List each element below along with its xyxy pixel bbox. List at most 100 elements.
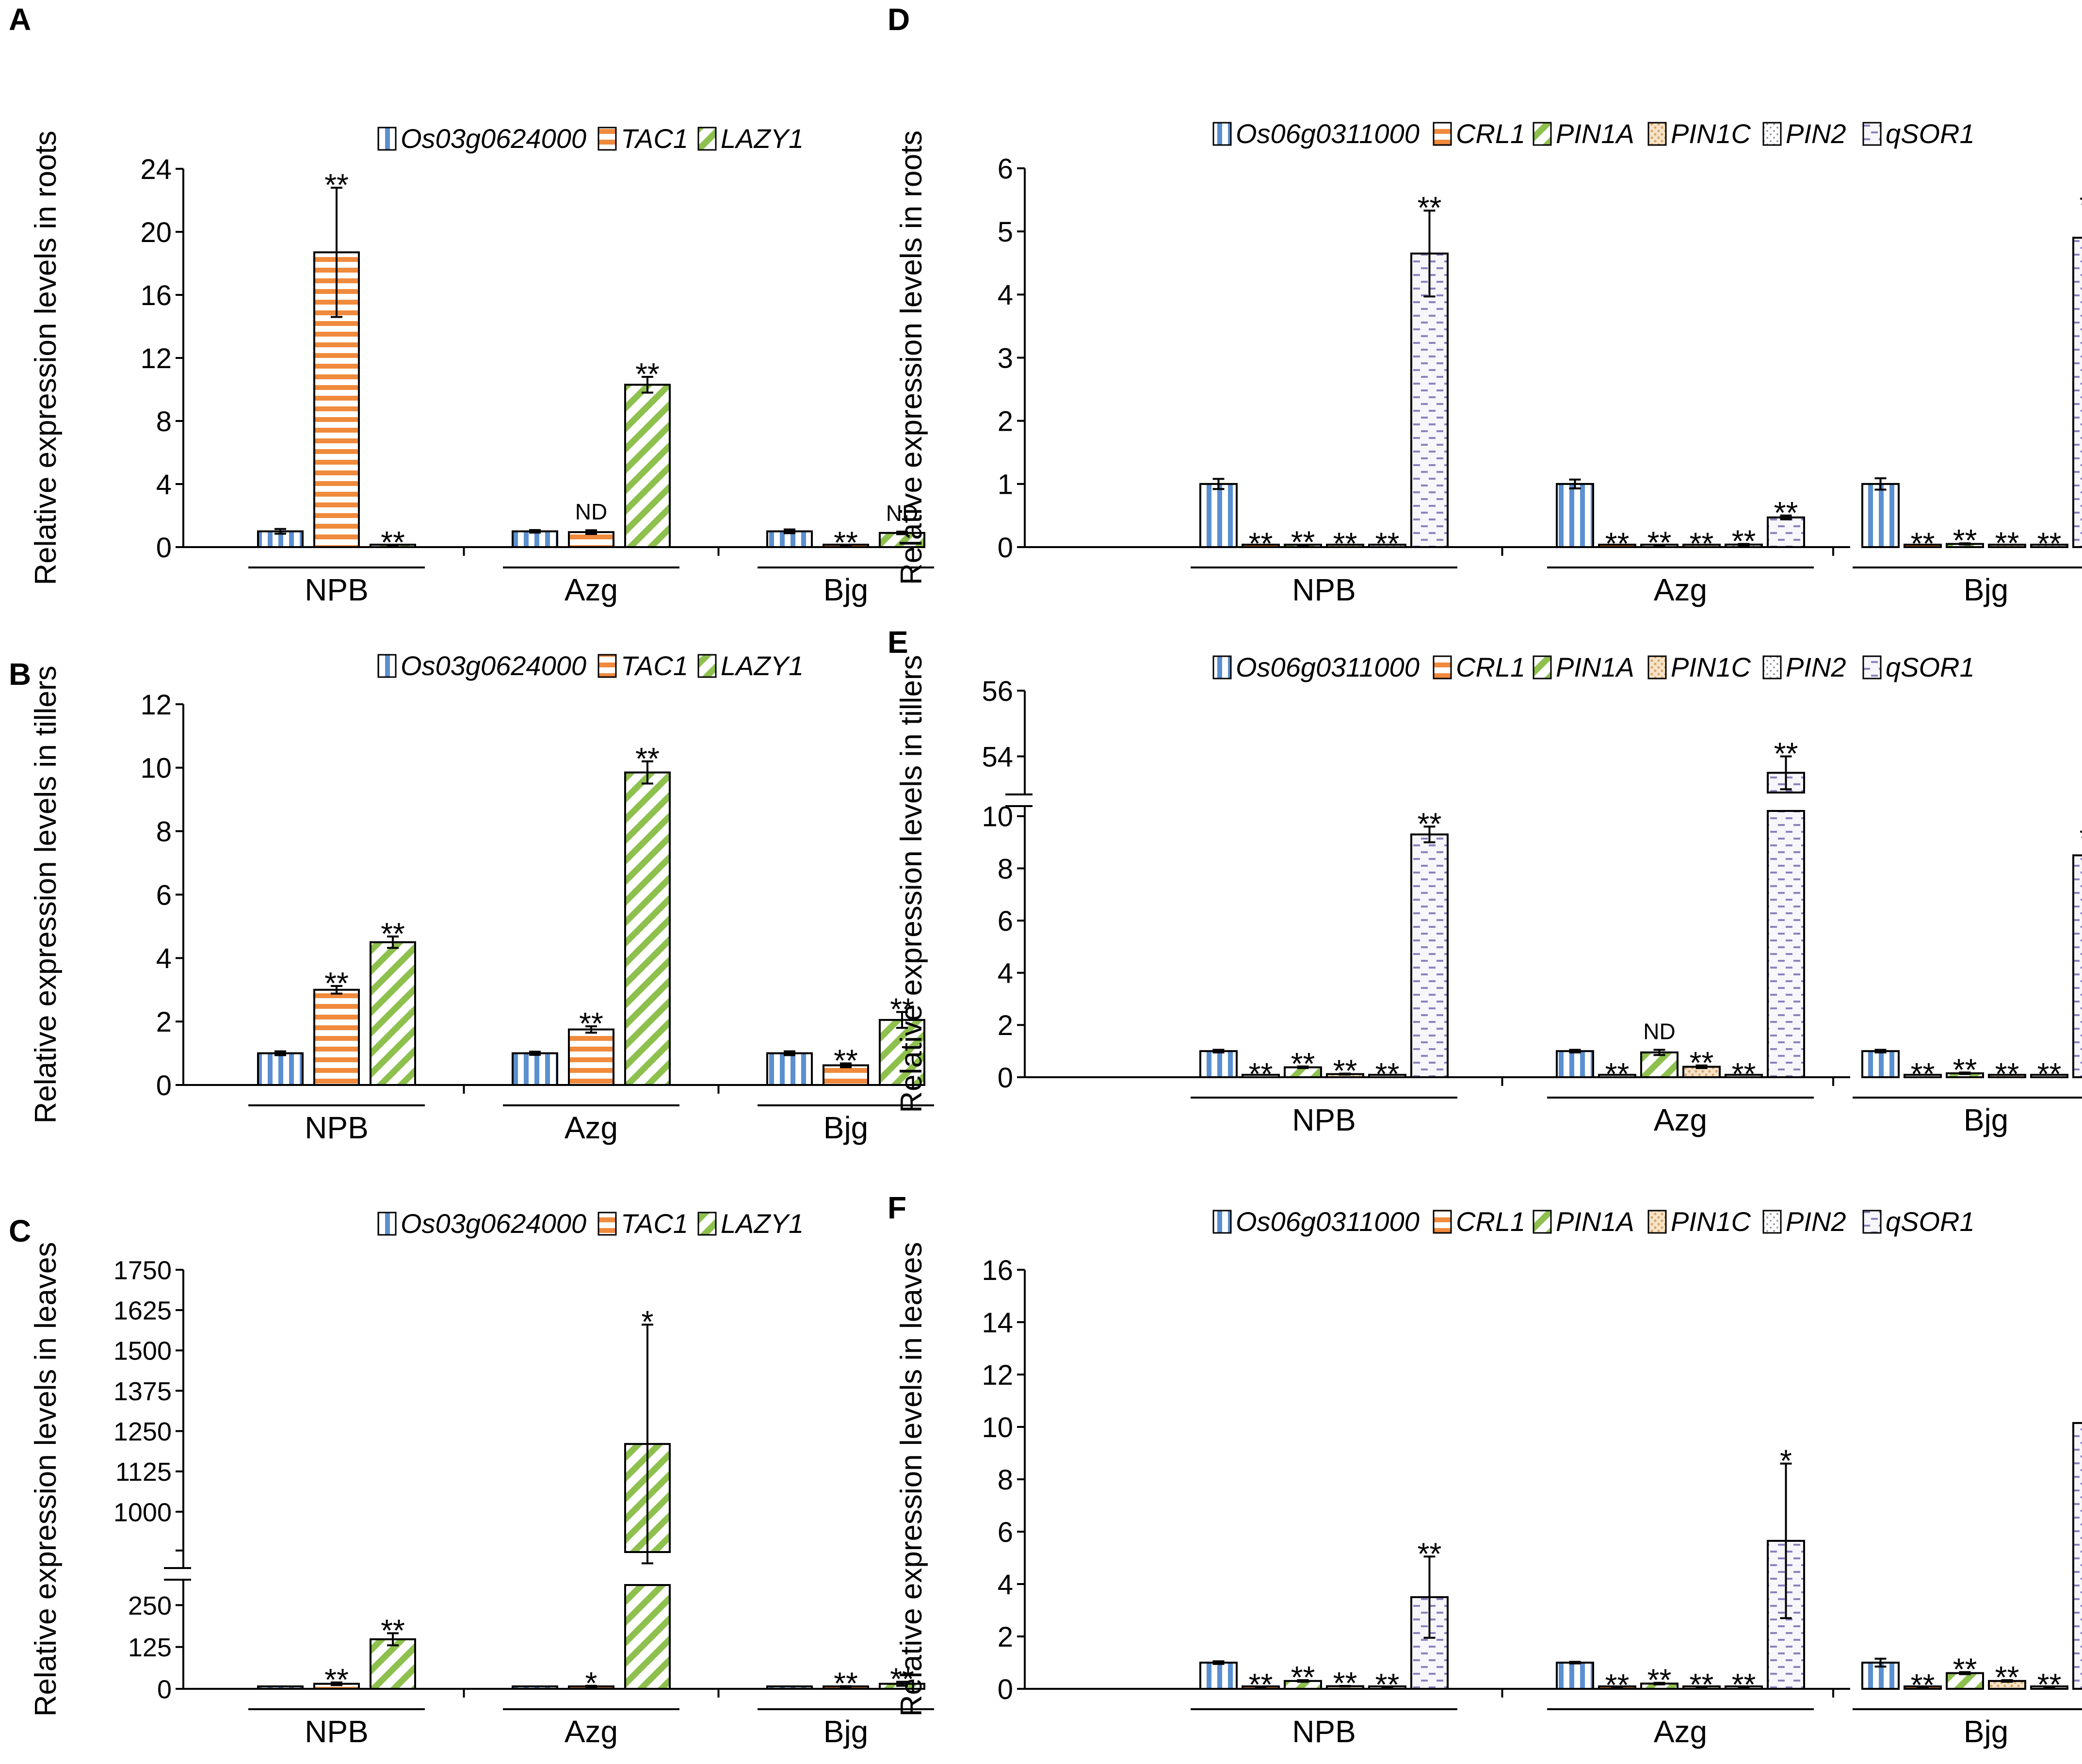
panel-label: D	[888, 2, 910, 37]
significance-label: **	[324, 1662, 349, 1697]
legend-label: LAZY1	[721, 123, 804, 154]
bar	[1861, 1050, 1900, 1079]
y-tick-label: 1125	[115, 1457, 172, 1487]
bar	[1767, 810, 1805, 1078]
bar	[2072, 1422, 2082, 1690]
y-tick-label: 16	[140, 280, 172, 311]
y-tick-label: 0	[157, 1675, 172, 1704]
significance-label: **	[1418, 1536, 1442, 1571]
group-label: NPB	[305, 572, 369, 607]
significance-label: **	[834, 525, 858, 560]
group-label: Azg	[565, 1714, 618, 1749]
panel-label: A	[9, 2, 31, 37]
legend-label: Os06g0311000	[1236, 1206, 1420, 1237]
significance-label: **	[635, 356, 660, 391]
legend-swatch	[1533, 122, 1552, 146]
y-tick-label: 4	[998, 1569, 1013, 1601]
legend-label: TAC1	[621, 123, 688, 154]
group-label: Azg	[1654, 1102, 1707, 1137]
y-tick-label: 2	[998, 1010, 1013, 1041]
bar	[1242, 1074, 1280, 1078]
significance-label: **	[1333, 1053, 1357, 1088]
legend-swatch	[1762, 122, 1782, 146]
significance-label: **	[381, 525, 405, 560]
significance-label: **	[324, 167, 349, 202]
significance-label: **	[2037, 1667, 2062, 1702]
bar	[1861, 483, 1900, 548]
legend-label: PIN1A	[1556, 1206, 1634, 1237]
panel-label: E	[888, 625, 908, 660]
significance-label: ND	[575, 499, 607, 524]
y-tick-label: 5	[998, 216, 1013, 248]
significance-label: **	[1953, 1052, 1977, 1087]
group-label: NPB	[305, 1110, 369, 1145]
legend-swatch	[1647, 122, 1667, 146]
y-tick-label: 10	[140, 753, 172, 784]
significance-label: **	[1418, 806, 1442, 841]
bar	[1682, 544, 1721, 548]
bar	[1242, 544, 1280, 548]
group-label: Bjg	[823, 1714, 869, 1749]
significance-label: **	[1732, 1667, 1756, 1702]
legend-swatch	[377, 127, 397, 151]
legend-swatch	[1533, 655, 1552, 680]
group-label: Bjg	[823, 1110, 869, 1145]
y-tick-label: 6	[998, 1517, 1013, 1548]
panel-d: D Relative expression levels in roots 0 1 2 3…	[888, 2, 2082, 607]
legend-swatch	[597, 127, 617, 151]
legend-swatch	[697, 654, 717, 678]
legend-label: LAZY1	[721, 1208, 804, 1239]
significance-label: *	[642, 1304, 654, 1339]
bar	[257, 1685, 304, 1690]
y-tick-label: 1625	[113, 1296, 172, 1326]
significance-label: **	[1732, 523, 1756, 558]
group-label: Bjg	[1964, 572, 2009, 607]
bar	[1904, 544, 1942, 548]
significance-label: **	[381, 916, 405, 951]
y-tick-label: 1750	[113, 1256, 172, 1285]
significance-label: **	[1647, 525, 1672, 560]
bar	[624, 771, 671, 1086]
legend-swatch	[1212, 655, 1232, 680]
bar	[766, 1052, 813, 1086]
y-tick-label: 1500	[113, 1337, 172, 1366]
y-tick-label: 4	[998, 958, 1013, 989]
significance-label: *	[1780, 1443, 1792, 1478]
y-tick-label: 2	[998, 1621, 1013, 1653]
y-tick-label: 8	[156, 816, 172, 848]
significance-label: **	[1605, 1056, 1630, 1091]
y-tick-label: 8	[998, 853, 1013, 885]
y-tick-label: 24	[140, 154, 172, 185]
group-label: Azg	[1654, 572, 1707, 607]
bar	[512, 530, 558, 548]
bar	[512, 1052, 558, 1086]
legend-label: PIN2	[1786, 118, 1846, 149]
legend-swatch	[1533, 1210, 1552, 1234]
legend-swatch	[697, 127, 717, 151]
significance-label: **	[381, 1613, 405, 1648]
significance-label: **	[2080, 188, 2082, 223]
group-label: NPB	[1292, 1102, 1356, 1137]
significance-label: **	[1690, 1045, 1714, 1080]
legend-label: Os06g0311000	[1236, 652, 1420, 682]
bar	[624, 1584, 671, 1690]
y-tick-label: 12	[982, 1359, 1013, 1391]
bar	[1988, 1074, 2026, 1078]
bar	[568, 1028, 614, 1086]
legend-label: Os03g0624000	[401, 123, 586, 154]
y-axis-label: Relative expression levels in tillers	[895, 655, 928, 1113]
panel-label: C	[9, 1214, 31, 1248]
legend-label: CRL1	[1456, 652, 1525, 682]
significance-label: **	[1953, 1651, 1977, 1686]
bar	[1640, 1051, 1679, 1079]
y-tick-label: 250	[128, 1591, 172, 1620]
bar	[1556, 483, 1594, 548]
y-tick-label: 10	[982, 1412, 1013, 1443]
bar	[2072, 237, 2082, 548]
bar	[1199, 1050, 1238, 1079]
group-label: Azg	[565, 1110, 618, 1145]
y-tick-label: 6	[998, 153, 1013, 185]
group-label: NPB	[1292, 1714, 1356, 1749]
bar	[370, 941, 416, 1086]
legend-swatch	[1433, 1210, 1452, 1234]
